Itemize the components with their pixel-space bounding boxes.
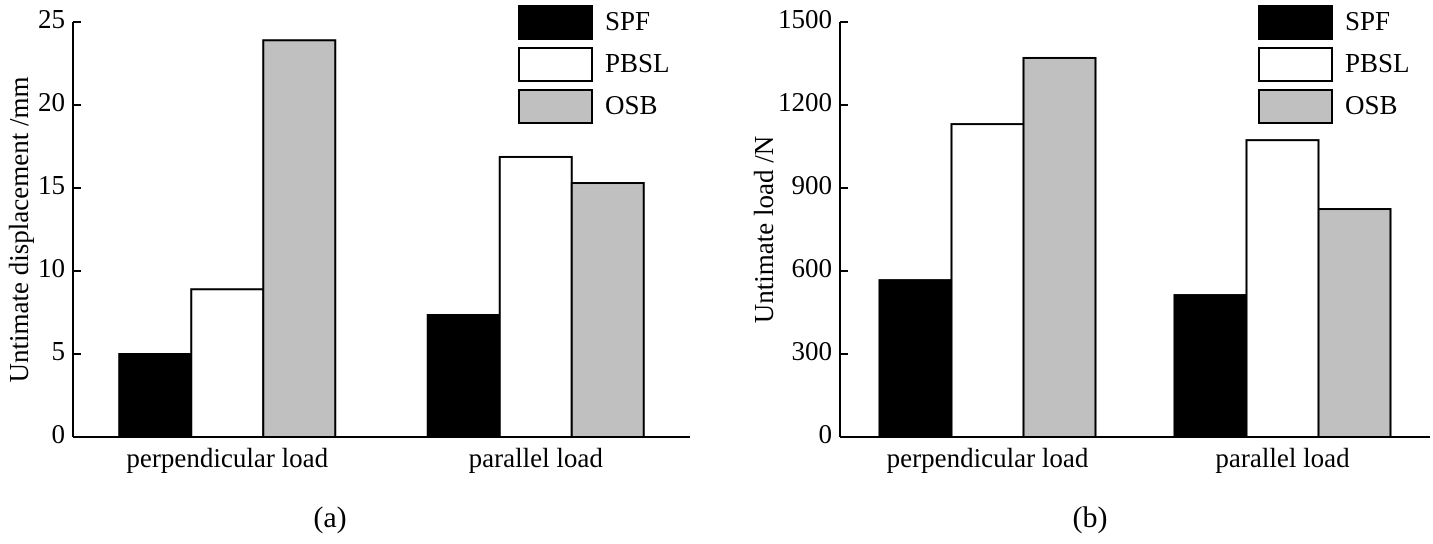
legend-swatch [518,89,593,124]
x-tick-label: parallel load [469,443,604,473]
caption: (b) [1073,501,1108,534]
bar [570,182,645,438]
y-tick-label: 10 [38,253,65,283]
bar [1173,294,1248,438]
legend-label: SPF [605,6,650,36]
legend-swatch [518,47,593,82]
y-tick-label: 0 [819,419,833,449]
legend-label: OSB [1345,90,1398,120]
y-axis-label: Untimate load /N [749,136,779,323]
y-tick-label: 600 [792,253,833,283]
bar [878,279,953,438]
legend-label: PBSL [1345,48,1410,78]
y-tick-label: 20 [38,87,65,117]
bar [1022,56,1097,438]
bar [262,39,337,438]
y-axis-label: Untimate displacement /mm [4,77,34,383]
legend-label: PBSL [605,48,670,78]
x-tick-label: perpendicular load [887,443,1089,473]
bar [118,353,193,438]
y-tick-label: 5 [52,336,66,366]
y-tick-label: 1200 [778,87,832,117]
legend-swatch [1258,89,1333,124]
y-tick-label: 1500 [778,4,832,34]
legend-swatch [1258,5,1333,40]
bar [1317,208,1392,438]
x-tick-label: perpendicular load [126,443,328,473]
bar [426,313,501,438]
bar [950,123,1025,438]
y-tick-label: 15 [38,170,65,200]
y-tick-label: 25 [38,4,65,34]
y-tick-label: 0 [52,419,66,449]
legend-label: OSB [605,90,658,120]
bar [190,288,265,439]
y-tick-label: 900 [792,170,833,200]
caption: (a) [313,501,346,534]
legend-label: SPF [1345,6,1390,36]
legend-swatch [518,5,593,40]
bar [1245,139,1320,439]
y-tick-label: 300 [792,336,833,366]
legend-swatch [1258,47,1333,82]
x-tick-label: parallel load [1215,443,1350,473]
bar [498,155,573,438]
